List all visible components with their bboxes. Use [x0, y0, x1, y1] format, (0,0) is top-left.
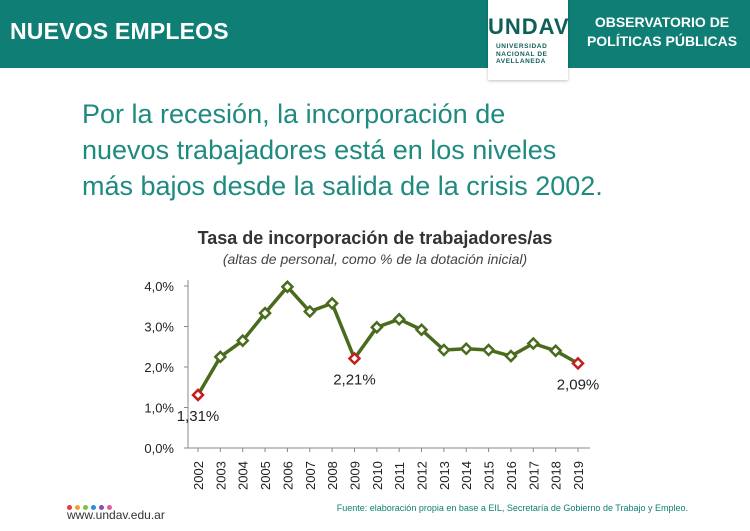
data-label: 1,31% — [177, 408, 220, 425]
x-tick-label: 2011 — [392, 462, 407, 490]
highlight-point — [571, 356, 585, 371]
data-point — [459, 342, 474, 356]
brand-dot — [91, 505, 96, 510]
header-bar: NUEVOS EMPLEOS OBSERVATORIO DE POLÍTICAS… — [0, 0, 750, 68]
headline-line3: más bajos desde la salida de la crisis 2… — [82, 171, 603, 201]
data-label: 2,21% — [333, 371, 376, 388]
logo-subtitle: UNIVERSIDAD NACIONAL DE AVELLANEDA — [496, 43, 568, 66]
series-line — [196, 285, 579, 396]
data-point — [258, 306, 272, 320]
x-tick-label: 2007 — [303, 461, 318, 490]
data-point — [280, 280, 295, 294]
y-tick-label: 0,0% — [144, 441, 174, 456]
x-tick-label: 2017 — [526, 461, 541, 490]
headline-line1: Por la recesión, la incorporación de — [82, 99, 506, 129]
x-tick-label: 2013 — [437, 461, 452, 490]
org-name-line2: POLÍTICAS PÚBLICAS — [586, 33, 738, 49]
x-tick-label: 2016 — [504, 461, 519, 490]
brand-dot — [67, 505, 72, 510]
x-tick-label: 2005 — [258, 461, 273, 490]
logo-sub-line1: UNIVERSIDAD — [496, 43, 548, 50]
highlight-point — [347, 351, 362, 366]
logo-sub-line2: NACIONAL DE — [496, 50, 548, 58]
brand-dots — [67, 497, 115, 515]
brand-dot — [107, 505, 112, 510]
brand-dot — [99, 505, 104, 510]
x-tick-label: 2010 — [370, 461, 385, 490]
x-tick-label: 2015 — [482, 461, 497, 490]
org-name: OBSERVATORIO DE POLÍTICAS PÚBLICAS — [582, 13, 742, 51]
y-tick-label: 4,0% — [144, 279, 174, 294]
data-point — [414, 322, 429, 337]
data-point — [481, 343, 496, 357]
data-point — [370, 320, 384, 335]
x-tick-label: 2006 — [280, 461, 295, 490]
undav-logo: UNDAV UNIVERSIDAD NACIONAL DE AVELLANEDA — [488, 0, 570, 80]
y-tick-label: 3,0% — [144, 320, 174, 335]
data-point — [437, 343, 451, 357]
x-tick-label: 2008 — [325, 461, 340, 490]
section-title: NUEVOS EMPLEOS — [10, 18, 229, 44]
brand-dot — [83, 505, 88, 510]
x-tick-label: 2009 — [347, 461, 362, 490]
x-tick-label: 2012 — [415, 461, 430, 490]
y-tick-label: 1,0% — [144, 401, 174, 416]
logo-word: UNDAV — [488, 14, 570, 39]
data-point — [235, 333, 250, 348]
highlight-point — [191, 388, 205, 402]
data-point — [548, 344, 563, 358]
data-point — [504, 349, 518, 363]
data-point — [392, 312, 406, 326]
x-tick-label: 2003 — [213, 461, 228, 490]
data-label: 2,09% — [557, 376, 600, 393]
source-note: Fuente: elaboración propia en base a EIL… — [336, 503, 688, 513]
x-tick-label: 2019 — [571, 461, 586, 490]
x-tick-label: 2004 — [236, 461, 251, 490]
y-tick-label: 2,0% — [144, 360, 174, 375]
data-point — [302, 304, 317, 319]
org-name-line1: OBSERVATORIO DE — [594, 14, 730, 30]
x-tick-label: 2014 — [459, 461, 474, 490]
headline: Por la recesión, la incorporación de nue… — [82, 96, 722, 204]
data-point — [526, 336, 541, 351]
brand-dot — [75, 505, 80, 510]
data-point — [325, 296, 339, 311]
logo-sub-line3: AVELLANEDA — [496, 58, 546, 65]
headline-line2: nuevos trabajadores está en los niveles — [82, 135, 557, 165]
footer-url[interactable]: www.undav.edu.ar — [67, 508, 165, 522]
chart-title: Tasa de incorporación de trabajadores/as — [197, 228, 553, 248]
data-point — [213, 350, 228, 364]
chart-subtitle: (altas de personal, como % de la dotació… — [222, 251, 528, 267]
x-tick-label: 2018 — [549, 461, 564, 490]
x-tick-label: 2002 — [191, 461, 206, 490]
